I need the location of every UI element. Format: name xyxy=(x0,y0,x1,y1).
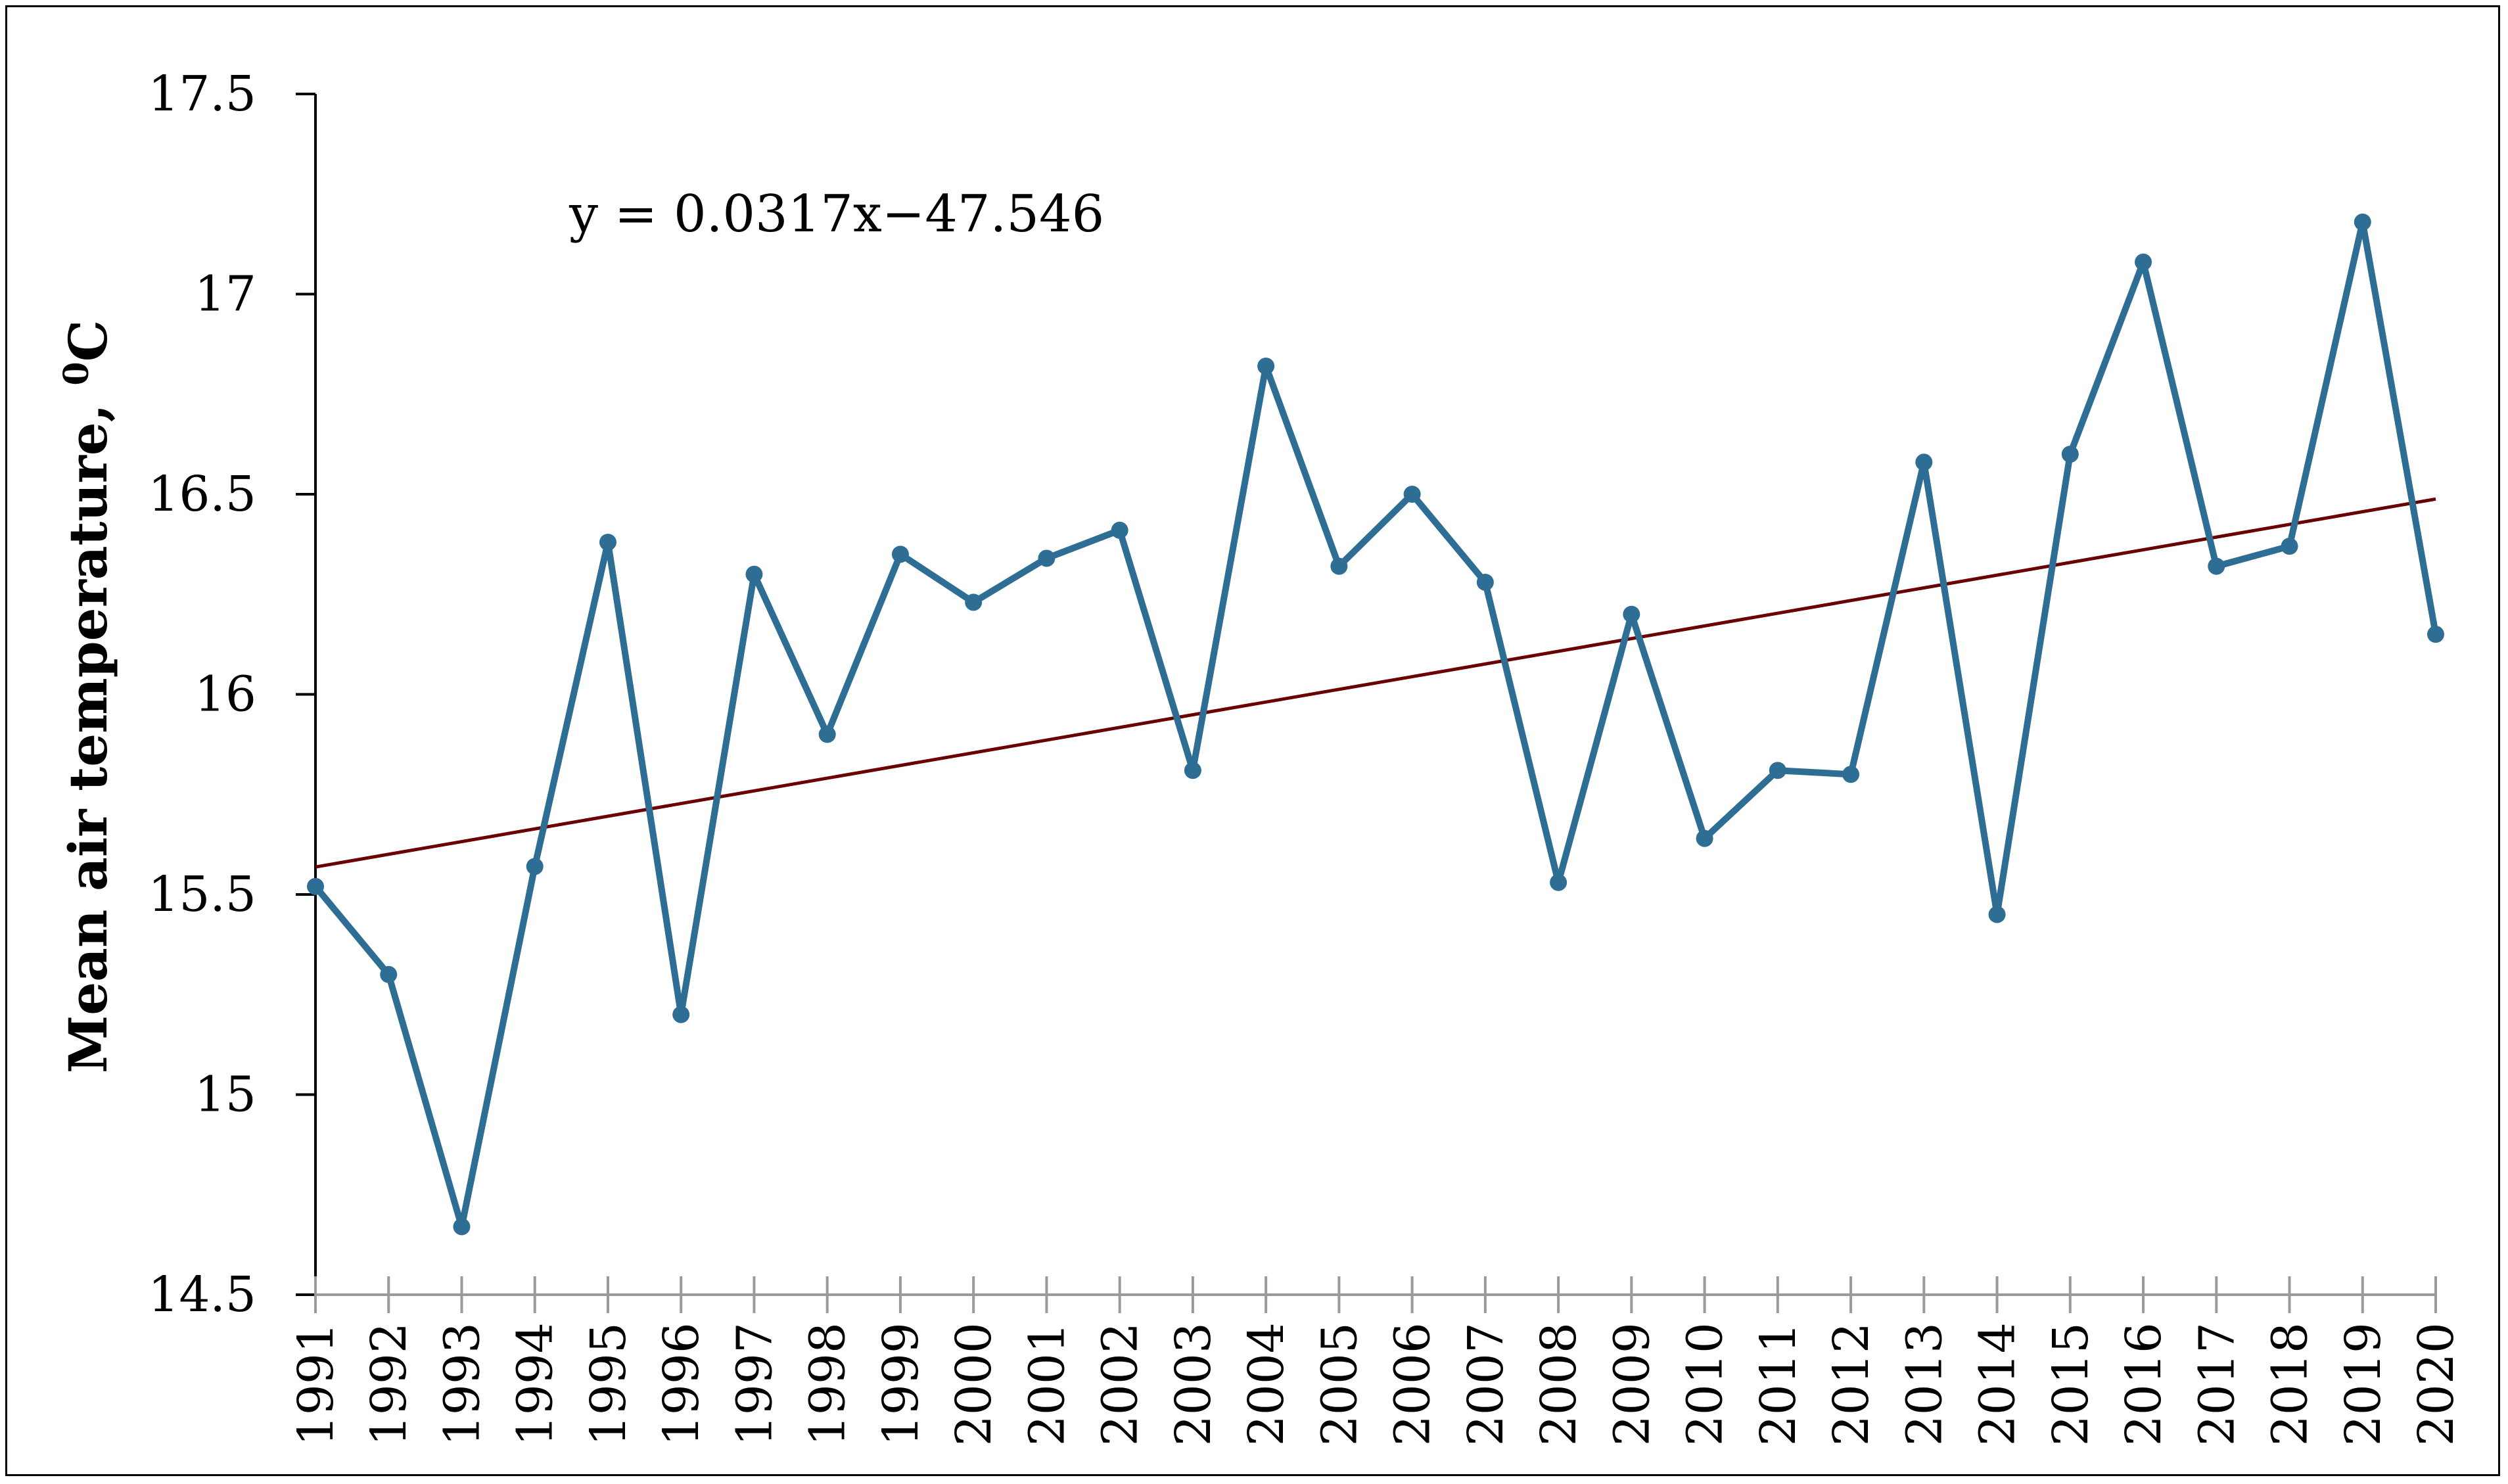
x-tick-label: 2005 xyxy=(1311,1322,1368,1446)
data-point xyxy=(1476,573,1494,591)
x-tick-label: 2011 xyxy=(1750,1322,1807,1446)
y-tick-label: 15.5 xyxy=(148,866,256,923)
x-tick-labels: 1991 1992 1993 1994 1995 1996 1997 1998 1999 2000… xyxy=(288,1322,2465,1446)
x-tick-label: 2006 xyxy=(1385,1322,1441,1446)
data-point xyxy=(2281,538,2298,555)
axes xyxy=(296,93,2437,1313)
x-tick-label: 1993 xyxy=(434,1322,490,1446)
x-tick-label: 2008 xyxy=(1531,1322,1587,1446)
data-point xyxy=(307,877,324,895)
data-point xyxy=(891,545,909,563)
data-point xyxy=(1550,873,1568,891)
data-point xyxy=(1842,766,1860,783)
x-tick-label: 2000 xyxy=(946,1322,1002,1446)
x-tick-label: 2003 xyxy=(1165,1322,1222,1446)
x-tick-label: 1997 xyxy=(726,1322,783,1446)
x-tick-label: 1992 xyxy=(361,1322,417,1446)
x-tick-label: 2001 xyxy=(1019,1322,1075,1446)
trendline xyxy=(315,497,2436,869)
data-point xyxy=(2354,213,2371,231)
data-point xyxy=(1330,557,1348,575)
data-point xyxy=(2208,557,2225,575)
x-tick-label: 2020 xyxy=(2408,1322,2465,1446)
x-tick-label: 2010 xyxy=(1677,1322,1734,1446)
data-point xyxy=(1696,829,1713,847)
data-point xyxy=(1769,762,1786,779)
x-tick-label: 1998 xyxy=(800,1322,856,1446)
y-tick-label: 15 xyxy=(195,1067,256,1123)
data-point xyxy=(818,726,836,743)
data-point xyxy=(745,565,763,583)
x-tick-label: 2018 xyxy=(2262,1322,2319,1446)
x-tick-label: 2016 xyxy=(2116,1322,2172,1446)
data-point xyxy=(1257,358,1275,375)
trendline-equation: y = 0.0317x−47.546 xyxy=(569,185,1104,244)
data-point xyxy=(1988,906,2006,923)
data-point xyxy=(965,593,983,611)
x-tick-label: 2012 xyxy=(1823,1322,1880,1446)
x-tick-label: 1995 xyxy=(580,1322,637,1446)
x-tick-label: 2009 xyxy=(1604,1322,1660,1446)
x-tick-label: 2007 xyxy=(1458,1322,1514,1446)
x-tick-label: 2004 xyxy=(1238,1322,1295,1446)
y-tick-label: 17 xyxy=(195,266,256,323)
x-tick-label: 2013 xyxy=(1896,1322,1953,1446)
y-tick-label: 16.5 xyxy=(148,466,256,522)
data-point xyxy=(1184,762,1201,779)
x-tick-label: 1991 xyxy=(288,1322,344,1446)
series-group xyxy=(307,213,2444,1236)
data-point xyxy=(526,858,544,875)
data-point xyxy=(599,534,616,551)
data-point xyxy=(380,965,398,983)
data-point xyxy=(1915,453,1933,471)
y-tick-label: 16 xyxy=(195,666,256,723)
x-tick-label: 1999 xyxy=(873,1322,929,1446)
x-tick-label: 2002 xyxy=(1092,1322,1149,1446)
x-tick-label: 1994 xyxy=(507,1322,564,1446)
data-point xyxy=(1038,549,1056,567)
data-point xyxy=(1403,486,1421,503)
x-tick-label: 2017 xyxy=(2189,1322,2245,1446)
data-point xyxy=(1111,521,1128,539)
data-point xyxy=(2427,626,2444,643)
data-point xyxy=(672,1006,690,1023)
chart-frame xyxy=(5,5,2500,1476)
series-line xyxy=(312,218,2439,1230)
data-point xyxy=(2061,446,2079,463)
x-tick-label: 2015 xyxy=(2043,1322,2099,1446)
y-axis-label-unit: C xyxy=(57,320,119,362)
data-point xyxy=(453,1218,471,1236)
x-tick-label: 2019 xyxy=(2335,1322,2392,1446)
y-axis-label: Mean air temperature, 0C xyxy=(57,320,119,1074)
x-tick-label: 2014 xyxy=(1970,1322,2026,1446)
y-axis-label-superscript: 0 xyxy=(57,361,97,385)
y-tick-label: 17.5 xyxy=(148,66,256,122)
x-tick-label: 1996 xyxy=(653,1322,710,1446)
data-point xyxy=(1623,605,1640,623)
trendline-group xyxy=(315,497,2436,869)
y-tick-labels: 14.5 15 15.5 16 16.5 17 17.5 xyxy=(148,66,256,1323)
y-tick-label: 14.5 xyxy=(148,1266,256,1323)
data-point xyxy=(2135,253,2152,271)
